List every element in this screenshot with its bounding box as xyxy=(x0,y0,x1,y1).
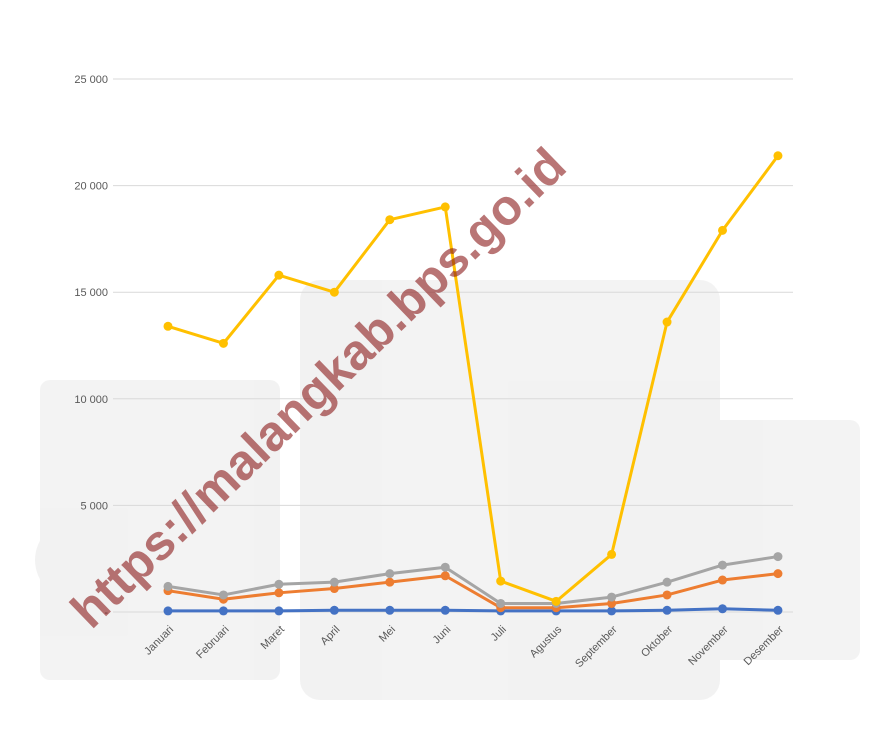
series-line xyxy=(167,572,779,610)
data-point xyxy=(718,604,727,614)
data-point xyxy=(662,590,672,600)
series-line xyxy=(167,555,779,605)
data-point xyxy=(773,552,783,562)
data-point xyxy=(551,596,561,606)
data-point xyxy=(662,577,672,587)
y-tick-label: 25 000 xyxy=(74,74,108,86)
data-point xyxy=(440,605,450,615)
data-point xyxy=(607,606,617,616)
data-point xyxy=(385,577,395,587)
data-point xyxy=(329,605,339,615)
y-tick-label: 5 000 xyxy=(80,500,108,512)
data-point xyxy=(607,592,617,602)
data-point xyxy=(329,584,339,594)
data-point xyxy=(385,569,395,579)
data-point xyxy=(496,576,506,586)
data-point xyxy=(662,317,672,327)
data-point xyxy=(718,575,727,585)
data-point xyxy=(718,225,727,235)
data-point xyxy=(385,605,395,615)
data-point xyxy=(773,569,783,579)
data-point xyxy=(163,321,173,331)
data-point xyxy=(274,588,284,598)
y-tick-label: 10 000 xyxy=(74,394,108,406)
data-point xyxy=(218,590,228,600)
data-point xyxy=(163,606,173,616)
data-point xyxy=(440,202,450,212)
data-point xyxy=(607,598,617,608)
data-point xyxy=(496,598,506,608)
background-art xyxy=(35,280,860,700)
y-tick-label: 20 000 xyxy=(74,181,108,193)
data-point xyxy=(329,577,339,587)
data-point xyxy=(274,270,284,280)
data-point xyxy=(274,606,284,616)
data-point xyxy=(218,606,228,616)
series-line xyxy=(167,154,780,603)
data-point xyxy=(662,605,672,615)
data-point xyxy=(163,581,173,591)
data-point xyxy=(329,287,339,297)
data-point xyxy=(607,549,617,559)
data-point xyxy=(773,605,783,615)
data-point xyxy=(440,562,450,572)
series-line xyxy=(168,607,778,613)
y-tick-label: 15 000 xyxy=(74,287,108,299)
y-tick-label: - xyxy=(104,607,108,619)
data-point xyxy=(385,215,395,225)
data-point xyxy=(274,579,284,589)
data-point xyxy=(218,338,228,348)
data-point xyxy=(440,571,450,581)
data-point xyxy=(773,151,783,161)
data-point xyxy=(718,560,727,570)
